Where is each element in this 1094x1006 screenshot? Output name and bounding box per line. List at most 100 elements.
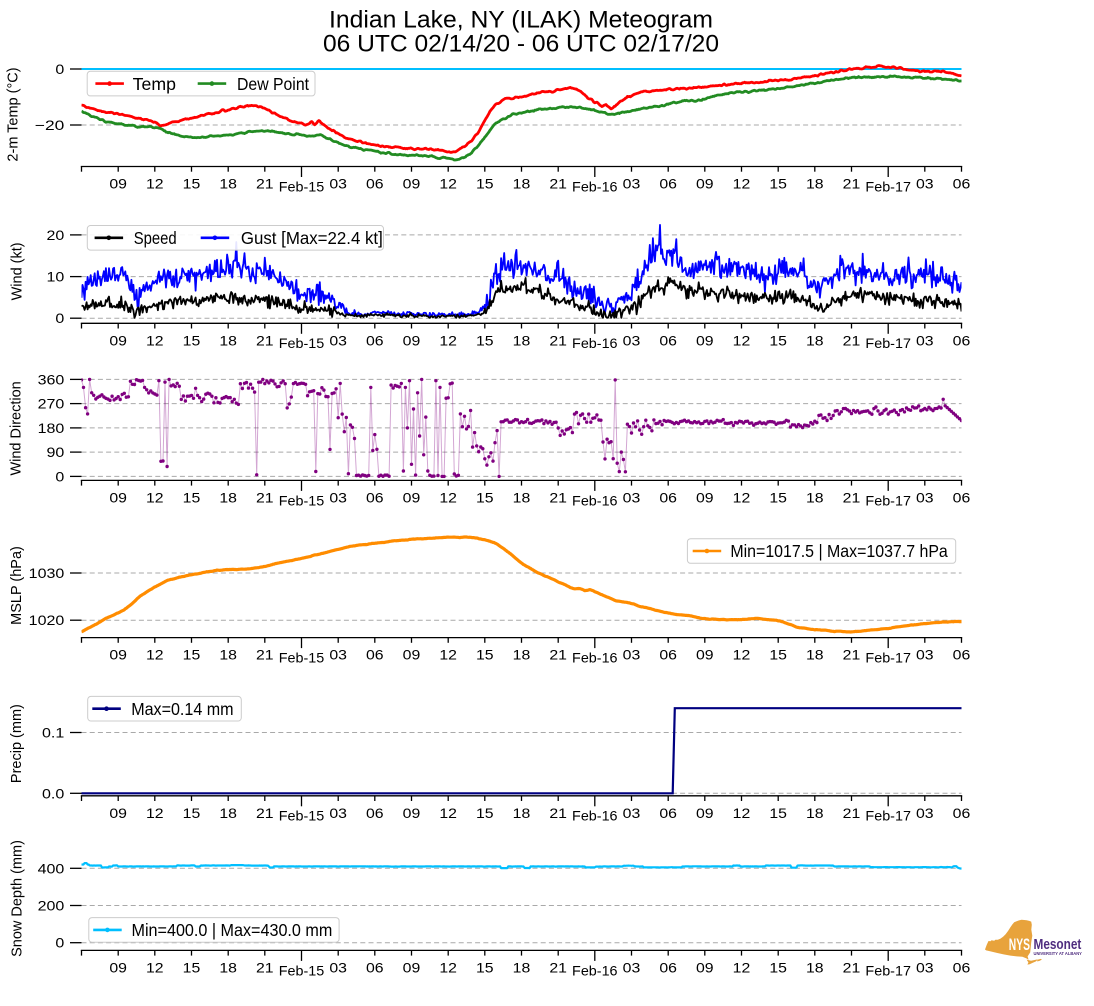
svg-text:Feb-17: Feb-17: [865, 492, 911, 508]
svg-text:NYS: NYS: [1009, 935, 1030, 954]
svg-text:21: 21: [843, 805, 861, 821]
svg-text:Feb-17: Feb-17: [865, 650, 911, 666]
svg-text:03: 03: [623, 332, 641, 348]
svg-text:Temp: Temp: [133, 74, 176, 94]
svg-text:06: 06: [953, 332, 971, 348]
svg-text:Feb-15: Feb-15: [279, 808, 325, 824]
svg-text:Min=400.0 | Max=430.0 mm: Min=400.0 | Max=430.0 mm: [132, 920, 333, 940]
svg-text:21: 21: [843, 647, 861, 663]
svg-text:90: 90: [47, 444, 65, 460]
svg-text:12: 12: [733, 332, 751, 348]
svg-text:15: 15: [183, 489, 201, 505]
svg-text:03: 03: [623, 489, 641, 505]
svg-text:Dew Point: Dew Point: [237, 74, 309, 94]
svg-text:18: 18: [513, 489, 531, 505]
svg-text:09: 09: [109, 489, 127, 505]
svg-text:Precip (mm): Precip (mm): [9, 704, 25, 783]
svg-text:21: 21: [843, 176, 861, 192]
svg-text:09: 09: [696, 176, 714, 192]
svg-text:21: 21: [256, 176, 274, 192]
svg-text:06: 06: [366, 489, 384, 505]
svg-text:06: 06: [953, 647, 971, 663]
svg-text:03: 03: [916, 489, 934, 505]
svg-text:03: 03: [916, 332, 934, 348]
svg-text:1020: 1020: [29, 612, 65, 628]
svg-text:12: 12: [439, 176, 457, 192]
svg-text:12: 12: [439, 805, 457, 821]
svg-text:09: 09: [696, 647, 714, 663]
svg-text:Feb-16: Feb-16: [572, 962, 618, 978]
svg-text:18: 18: [806, 176, 824, 192]
svg-text:Speed: Speed: [134, 228, 177, 248]
svg-text:18: 18: [806, 489, 824, 505]
svg-text:09: 09: [109, 959, 127, 975]
svg-text:18: 18: [513, 176, 531, 192]
svg-text:Wind (kt): Wind (kt): [10, 242, 26, 300]
svg-text:09: 09: [403, 647, 421, 663]
svg-text:06: 06: [953, 176, 971, 192]
svg-text:09: 09: [109, 805, 127, 821]
svg-text:03: 03: [623, 959, 641, 975]
svg-text:18: 18: [513, 647, 531, 663]
svg-text:06: 06: [953, 489, 971, 505]
svg-text:06: 06: [366, 959, 384, 975]
svg-text:Max=0.14 mm: Max=0.14 mm: [131, 699, 233, 719]
svg-text:03: 03: [329, 489, 347, 505]
svg-text:09: 09: [403, 959, 421, 975]
svg-text:10: 10: [47, 269, 65, 285]
svg-text:06: 06: [659, 959, 677, 975]
svg-text:18: 18: [513, 959, 531, 975]
svg-text:09: 09: [696, 805, 714, 821]
svg-text:21: 21: [256, 647, 274, 663]
svg-text:15: 15: [769, 489, 787, 505]
svg-text:09: 09: [403, 176, 421, 192]
svg-text:Feb-15: Feb-15: [279, 178, 325, 194]
svg-text:15: 15: [183, 647, 201, 663]
svg-text:06: 06: [659, 805, 677, 821]
svg-text:Mesonet: Mesonet: [1034, 937, 1082, 953]
svg-text:20: 20: [47, 227, 65, 243]
svg-text:12: 12: [146, 805, 164, 821]
svg-text:21: 21: [549, 176, 567, 192]
svg-text:Feb-15: Feb-15: [279, 962, 325, 978]
svg-text:15: 15: [769, 176, 787, 192]
svg-text:12: 12: [439, 959, 457, 975]
svg-text:12: 12: [439, 489, 457, 505]
svg-text:21: 21: [256, 332, 274, 348]
svg-text:15: 15: [476, 176, 494, 192]
svg-text:06: 06: [366, 176, 384, 192]
svg-text:Feb-16: Feb-16: [572, 178, 618, 194]
svg-text:Feb-15: Feb-15: [279, 650, 325, 666]
svg-text:03: 03: [916, 805, 934, 821]
svg-text:15: 15: [183, 805, 201, 821]
svg-text:1030: 1030: [29, 565, 65, 581]
svg-text:12: 12: [733, 647, 751, 663]
svg-text:21: 21: [549, 489, 567, 505]
svg-text:Feb-17: Feb-17: [865, 335, 911, 351]
svg-text:09: 09: [696, 332, 714, 348]
svg-text:03: 03: [623, 647, 641, 663]
svg-text:21: 21: [843, 959, 861, 975]
svg-text:200: 200: [38, 898, 65, 914]
svg-text:03: 03: [916, 176, 934, 192]
svg-text:15: 15: [769, 959, 787, 975]
svg-text:12: 12: [146, 332, 164, 348]
svg-text:12: 12: [146, 489, 164, 505]
svg-text:15: 15: [476, 959, 494, 975]
svg-text:21: 21: [256, 805, 274, 821]
svg-text:21: 21: [549, 647, 567, 663]
svg-text:15: 15: [183, 332, 201, 348]
svg-text:15: 15: [476, 332, 494, 348]
svg-text:06: 06: [366, 332, 384, 348]
svg-text:Min=1017.5 | Max=1037.7 hPa: Min=1017.5 | Max=1037.7 hPa: [730, 541, 948, 561]
svg-text:12: 12: [439, 647, 457, 663]
svg-text:Feb-16: Feb-16: [572, 650, 618, 666]
svg-text:03: 03: [329, 805, 347, 821]
svg-text:Feb-17: Feb-17: [865, 962, 911, 978]
svg-text:12: 12: [146, 647, 164, 663]
svg-text:03: 03: [916, 959, 934, 975]
svg-text:360: 360: [38, 371, 65, 387]
svg-text:18: 18: [219, 176, 237, 192]
svg-text:Snow Depth (mm): Snow Depth (mm): [10, 840, 26, 957]
svg-text:03: 03: [329, 176, 347, 192]
